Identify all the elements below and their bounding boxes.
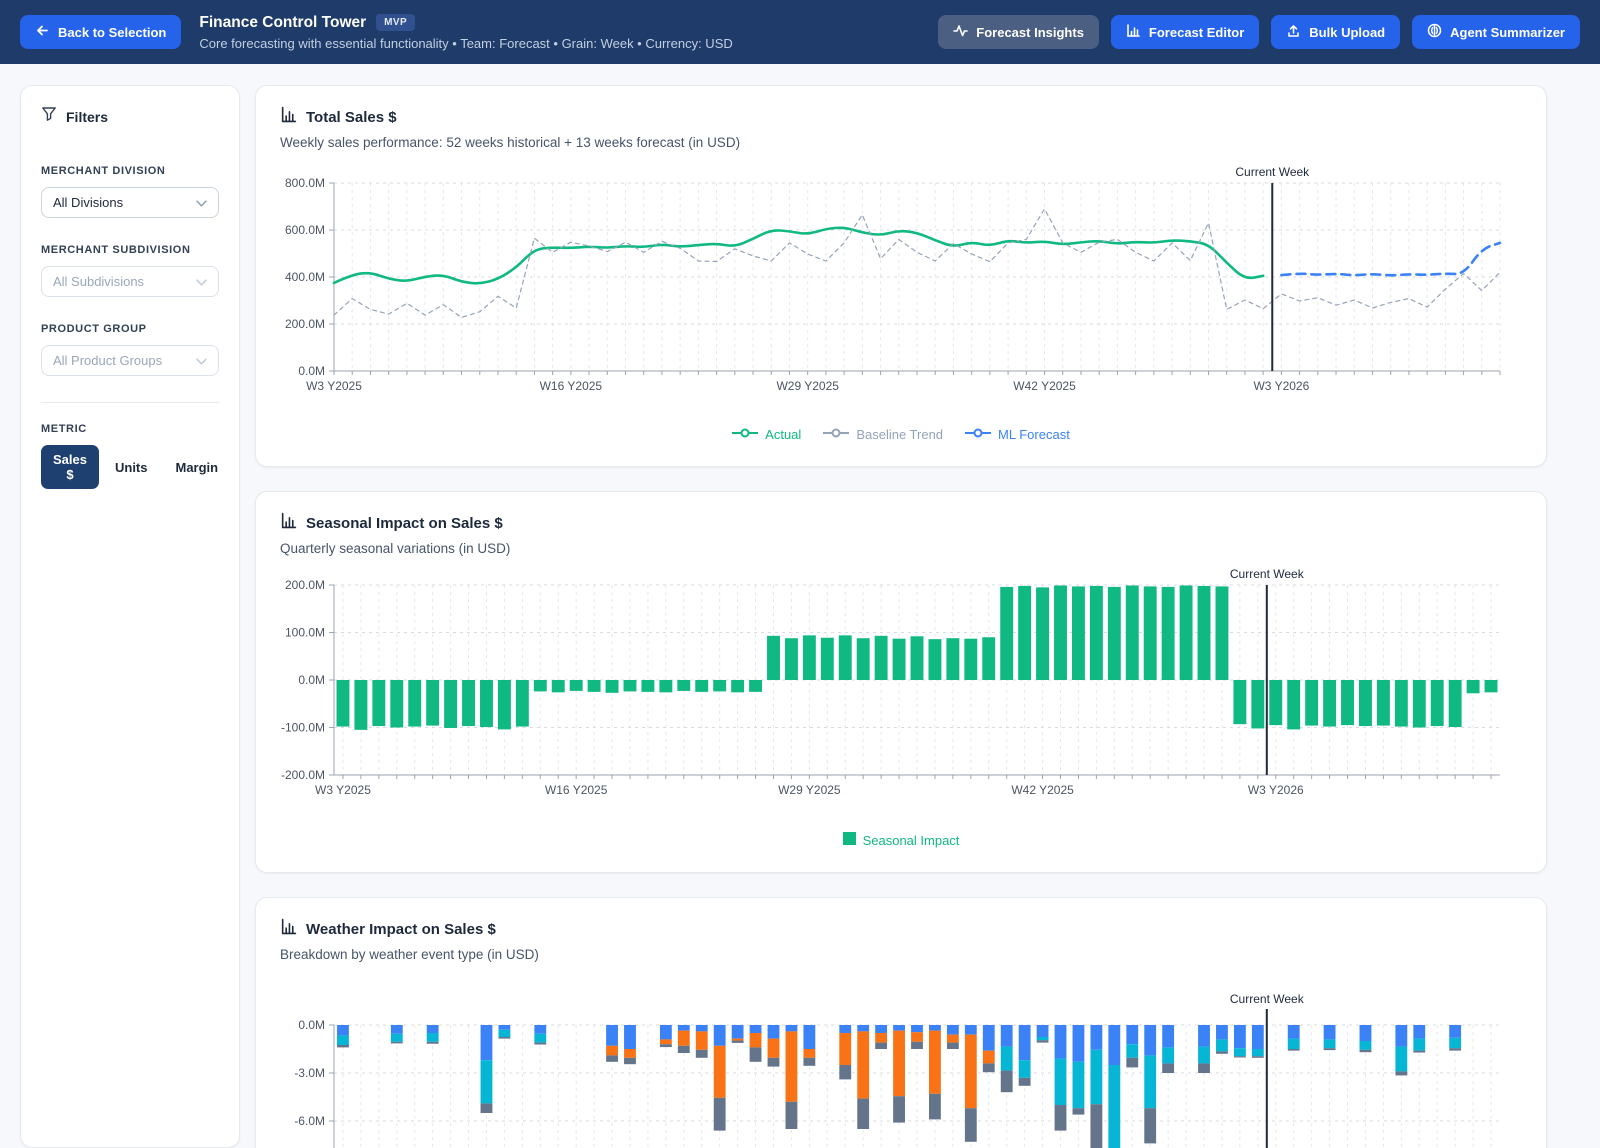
agent-summarizer-button[interactable]: Agent Summarizer — [1412, 15, 1580, 49]
svg-text:W3 Y2026: W3 Y2026 — [1253, 379, 1309, 393]
chevron-down-icon — [196, 274, 207, 289]
upload-icon — [1286, 23, 1301, 41]
svg-text:0.0M: 0.0M — [298, 673, 325, 687]
svg-text:-200.0M: -200.0M — [281, 768, 325, 782]
svg-text:-100.0M: -100.0M — [281, 721, 325, 735]
chevron-down-icon — [196, 353, 207, 368]
merchant-subdivision-label: Merchant Subdivision — [41, 244, 219, 256]
total-sales-title: Total Sales $ — [306, 109, 397, 126]
merchant-division-value: All Divisions — [53, 195, 123, 210]
merchant-division-select[interactable]: All Divisions — [41, 187, 219, 218]
total-sales-legend: Actual Baseline Trend ML Forecast — [280, 422, 1522, 446]
svg-text:200.0M: 200.0M — [285, 578, 325, 592]
seasonal-impact-legend: Seasonal Impact — [280, 828, 1522, 852]
page-title: Finance Control Tower — [199, 14, 366, 32]
filters-title: Filters — [66, 109, 108, 125]
metric-margin-button[interactable]: Margin — [163, 453, 230, 482]
svg-text:Current Week: Current Week — [1235, 165, 1310, 179]
total-sales-card: Total Sales $ Weekly sales performance: … — [255, 85, 1547, 467]
page-content: Filters Merchant Division All Divisions … — [0, 64, 1600, 1148]
weather-impact-subtitle: Breakdown by weather event type (in USD) — [280, 947, 1522, 962]
legend-label: Seasonal Impact — [863, 833, 960, 848]
svg-text:100.0M: 100.0M — [285, 626, 325, 640]
filters-panel: Filters Merchant Division All Divisions … — [20, 85, 240, 1148]
legend-item[interactable]: Seasonal Impact — [843, 832, 960, 848]
svg-text:W16 Y2025: W16 Y2025 — [545, 783, 608, 797]
svg-text:W42 Y2025: W42 Y2025 — [1011, 783, 1074, 797]
svg-text:600.0M: 600.0M — [285, 223, 325, 237]
svg-text:-6.0M: -6.0M — [294, 1114, 325, 1128]
svg-text:-3.0M: -3.0M — [294, 1066, 325, 1080]
agent-summarizer-label: Agent Summarizer — [1450, 25, 1565, 40]
bulk-upload-button[interactable]: Bulk Upload — [1271, 15, 1400, 49]
weather-impact-card: Weather Impact on Sales $ Breakdown by w… — [255, 897, 1547, 1148]
charts-column: Total Sales $ Weekly sales performance: … — [255, 85, 1547, 1148]
svg-text:W42 Y2025: W42 Y2025 — [1013, 379, 1076, 393]
svg-text:800.0M: 800.0M — [285, 176, 325, 190]
legend-marker-icon — [823, 427, 849, 442]
metric-toggle-group: Sales $ Units Margin — [41, 445, 219, 489]
arrow-left-icon — [35, 23, 50, 41]
seasonal-impact-card: Seasonal Impact on Sales $ Quarterly sea… — [255, 491, 1547, 873]
seasonal-impact-title: Seasonal Impact on Sales $ — [306, 515, 503, 532]
activity-icon — [953, 23, 968, 41]
svg-text:400.0M: 400.0M — [285, 270, 325, 284]
header-title-block: Finance Control Tower MVP Core forecasti… — [199, 14, 732, 51]
merchant-division-label: Merchant Division — [41, 165, 219, 177]
svg-text:W3 Y2025: W3 Y2025 — [306, 379, 362, 393]
weather-impact-chart: 0.0M -3.0M -6.0M Current Week — [280, 975, 1522, 1148]
merchant-subdivision-value: All Subdivisions — [53, 274, 144, 289]
bulk-upload-label: Bulk Upload — [1309, 25, 1385, 40]
total-sales-chart: 0.0M 200.0M 400.0M 600.0M 800.0M W3 Y2025 W16 … — [280, 163, 1522, 420]
weather-impact-title: Weather Impact on Sales $ — [306, 921, 496, 938]
metric-sales-button[interactable]: Sales $ — [41, 445, 99, 489]
chart-icon — [280, 918, 297, 940]
filter-funnel-icon — [41, 106, 57, 127]
svg-text:W3 Y2025: W3 Y2025 — [315, 783, 371, 797]
total-sales-subtitle: Weekly sales performance: 52 weeks histo… — [280, 135, 1522, 150]
product-group-label: Product Group — [41, 323, 219, 335]
metric-units-button[interactable]: Units — [103, 453, 160, 482]
legend-item[interactable]: Actual — [732, 427, 801, 442]
back-button-label: Back to Selection — [58, 25, 166, 40]
bar-chart-icon — [1126, 23, 1141, 41]
forecast-insights-label: Forecast Insights — [976, 25, 1084, 40]
svg-text:W29 Y2025: W29 Y2025 — [776, 379, 839, 393]
back-to-selection-button[interactable]: Back to Selection — [20, 15, 181, 49]
sidebar-divider — [41, 402, 219, 403]
legend-item[interactable]: ML Forecast — [965, 427, 1070, 442]
chart-icon — [280, 106, 297, 128]
svg-text:0.0M: 0.0M — [298, 1018, 325, 1032]
svg-text:W16 Y2025: W16 Y2025 — [540, 379, 603, 393]
mvp-badge: MVP — [376, 14, 415, 31]
legend-label: Actual — [765, 427, 801, 442]
svg-text:Current Week: Current Week — [1230, 569, 1305, 581]
legend-label: Baseline Trend — [856, 427, 943, 442]
forecast-editor-label: Forecast Editor — [1149, 25, 1244, 40]
svg-text:200.0M: 200.0M — [285, 317, 325, 331]
seasonal-impact-subtitle: Quarterly seasonal variations (in USD) — [280, 541, 1522, 556]
svg-text:W3 Y2026: W3 Y2026 — [1248, 783, 1304, 797]
legend-marker-icon — [965, 427, 991, 442]
legend-item[interactable]: Baseline Trend — [823, 427, 943, 442]
svg-text:Current Week: Current Week — [1230, 992, 1305, 1006]
seasonal-impact-chart: -200.0M -100.0M 0.0M 100.0M 200.0M W3 Y2025 W1… — [280, 569, 1522, 826]
chart-icon — [280, 512, 297, 534]
legend-marker-icon — [732, 427, 758, 442]
product-group-select[interactable]: All Product Groups — [41, 345, 219, 376]
merchant-subdivision-select[interactable]: All Subdivisions — [41, 266, 219, 297]
product-group-value: All Product Groups — [53, 353, 162, 368]
svg-text:W29 Y2025: W29 Y2025 — [778, 783, 841, 797]
page-subtitle: Core forecasting with essential function… — [199, 36, 732, 51]
metric-label: Metric — [41, 423, 219, 435]
agent-icon — [1427, 23, 1442, 41]
forecast-insights-button[interactable]: Forecast Insights — [938, 15, 1099, 49]
app-header: Back to Selection Finance Control Tower … — [0, 0, 1600, 64]
forecast-editor-button[interactable]: Forecast Editor — [1111, 15, 1259, 49]
svg-text:0.0M: 0.0M — [298, 364, 325, 378]
chevron-down-icon — [196, 195, 207, 210]
legend-label: ML Forecast — [998, 427, 1070, 442]
legend-marker-icon — [843, 832, 856, 848]
header-actions: Forecast Insights Forecast Editor Bulk U… — [938, 15, 1580, 49]
